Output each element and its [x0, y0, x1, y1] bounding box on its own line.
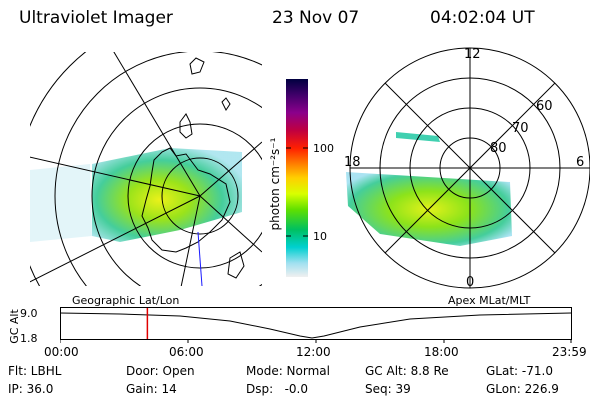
header-date: 23 Nov 07 [272, 8, 360, 28]
info-dsp: Dsp: -0.0 [246, 382, 309, 396]
xtick-0: 00:00 [44, 345, 79, 359]
lat-label-70: 70 [512, 121, 529, 136]
geo-panel-label: Geographic Lat/Lon [72, 294, 180, 307]
colorbar-units-label: photon cm⁻²s⁻¹ [268, 137, 282, 231]
instrument-title: Ultraviolet Imager [19, 8, 173, 28]
colorbar-tick-100: 100 [313, 142, 334, 155]
mlt-label-bottom: 0 [466, 275, 474, 290]
info-seq: Seq: 39 [365, 382, 411, 396]
xtick-3: 18:00 [424, 345, 459, 359]
xtick-4: 23:59 [552, 345, 587, 359]
info-glat: GLat: -71.0 [486, 364, 553, 378]
info-door: Door: Open [126, 364, 195, 378]
mlt-label-right: 6 [576, 155, 584, 170]
info-flt: Flt: LBHL [8, 364, 62, 378]
apex-polar-plot: 12 18 6 0 60 70 80 [344, 47, 590, 290]
info-gcalt: GC Alt: 8.8 Re [365, 364, 449, 378]
apex-aurora-arc [396, 132, 440, 142]
lat-label-60: 60 [536, 99, 553, 114]
info-mode: Mode: Normal [246, 364, 330, 378]
info-ip: IP: 36.0 [8, 382, 54, 396]
geo-aurora-band [92, 148, 242, 242]
xtick-1: 06:00 [169, 345, 204, 359]
colorbar [286, 79, 308, 277]
apex-panel-label: Apex MLat/MLT [448, 294, 531, 307]
geographic-map-panel [30, 52, 262, 286]
geo-ground-track [197, 231, 203, 286]
info-gain: Gain: 14 [126, 382, 177, 396]
altitude-plot [60, 307, 572, 343]
altitude-ytick-top: 9.0 [20, 307, 38, 320]
altitude-ytick-bottom: 1.8 [20, 332, 38, 345]
altitude-ylabel: GC Alt [7, 309, 21, 344]
lat-label-80: 80 [490, 141, 507, 156]
info-glon: GLon: 226.9 [486, 382, 559, 396]
header-time: 04:02:04 UT [430, 8, 535, 28]
colorbar-tick-10: 10 [313, 230, 327, 243]
xtick-2: 12:00 [296, 345, 331, 359]
mlt-label-top: 12 [464, 47, 481, 62]
mlt-label-left: 18 [344, 155, 361, 170]
altitude-curve [60, 312, 572, 339]
